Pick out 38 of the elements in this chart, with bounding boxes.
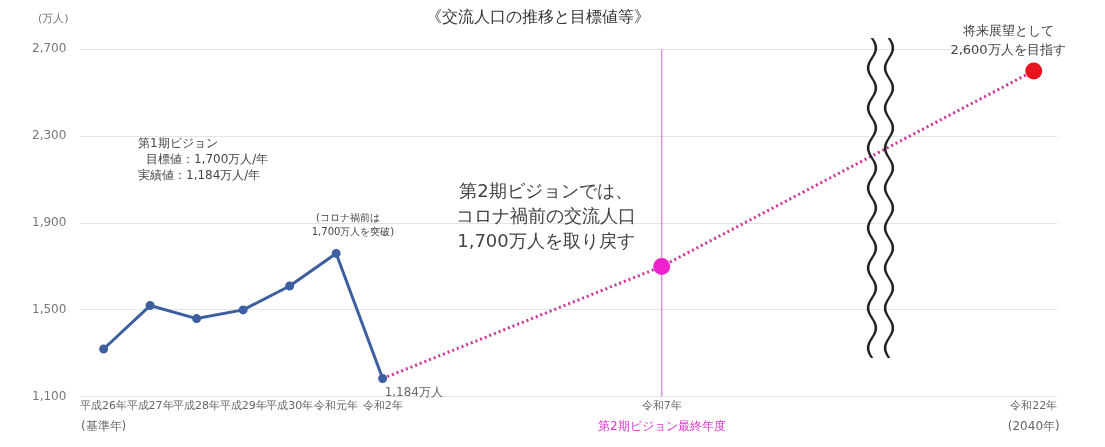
chart-title: 《交流人口の推移と目標値等》	[425, 6, 650, 26]
text: (基準年)	[80, 418, 127, 433]
point	[192, 314, 202, 324]
x-tick-label: 令和2年	[362, 399, 403, 413]
x-tick-label: 平成28年	[173, 399, 221, 413]
y-tick-label: 2,300	[31, 128, 67, 143]
y-tick-label: 1,100	[31, 388, 67, 403]
x-tick-label: 平成26年	[80, 399, 128, 413]
annotation: 第2期ビジョン最終年度	[597, 418, 726, 433]
annotation: 実績値：1,184万人/年	[138, 168, 261, 183]
y-axis-title: (万人)	[38, 12, 69, 25]
annotation: 目標値：1,700万人/年	[146, 152, 269, 167]
x-tick-label: 令和22年	[1010, 399, 1058, 413]
annotation: 1,700万人を取り戻す	[457, 229, 635, 251]
annotation: 1,700万人を突破)	[311, 225, 395, 237]
annotation: 第1期ビジョン	[138, 136, 218, 151]
point	[145, 301, 155, 311]
point	[1025, 62, 1043, 80]
annotation: 1,184万人	[384, 384, 444, 399]
point	[653, 257, 671, 275]
point	[99, 344, 109, 354]
x-tick-label: 平成30年	[266, 399, 314, 413]
y-tick-label: 1,500	[31, 302, 67, 317]
point	[285, 281, 295, 291]
annotation: (コロナ禍前は	[316, 211, 380, 223]
x-tick-label: 令和7年	[641, 399, 682, 413]
annotation: 第2期ビジョンでは、	[459, 179, 633, 201]
y-tick-label: 2,700	[31, 41, 67, 56]
point	[238, 305, 248, 315]
text: 将来展望として	[961, 23, 1054, 39]
annotation: 2,600万人を目指す	[950, 42, 1066, 58]
annotation: コロナ禍前の交流人口	[456, 204, 636, 226]
point	[331, 248, 341, 258]
x-tick-label: 平成29年	[219, 399, 267, 413]
y-tick-label: 1,900	[31, 215, 67, 230]
x-tick-label: 平成27年	[126, 399, 174, 413]
x-tick-label: 令和元年	[314, 399, 359, 413]
text: (2040年)	[1007, 418, 1060, 433]
